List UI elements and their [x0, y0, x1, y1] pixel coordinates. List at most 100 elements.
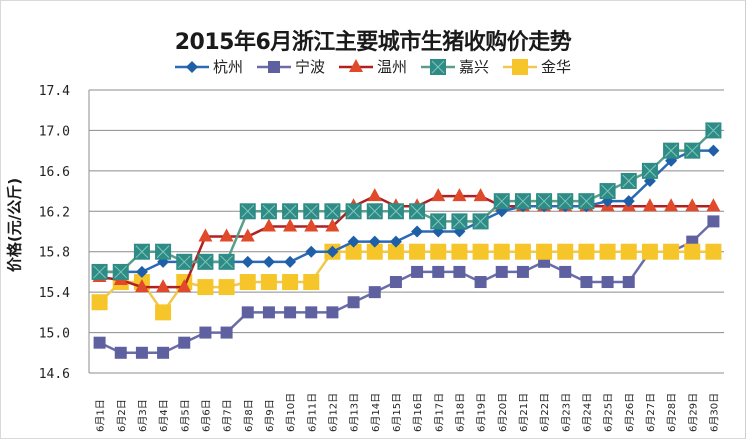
data-point: [557, 243, 574, 260]
data-point-cross: [664, 144, 678, 157]
data-point: [601, 276, 614, 289]
data-point: [347, 235, 360, 248]
legend-label: 金华: [541, 58, 572, 76]
data-point: [260, 274, 277, 291]
data-point-cross: [326, 204, 339, 218]
data-point: [641, 243, 658, 260]
y-tick-label: 15.8: [39, 246, 70, 261]
x-tick-label: 6月29日: [687, 393, 699, 432]
data-point-cross: [707, 124, 720, 137]
x-tick-label: 6月10日: [285, 393, 297, 432]
data-point-cross: [431, 60, 445, 73]
data-point: [664, 198, 679, 212]
legend-label: 杭州: [212, 58, 243, 76]
data-point: [389, 235, 402, 248]
data-point: [472, 243, 489, 260]
data-point: [557, 193, 574, 210]
data-point-cross: [368, 204, 382, 218]
data-point-cross: [156, 245, 170, 259]
data-point: [133, 243, 150, 260]
y-tick-label: 17.4: [39, 84, 70, 99]
data-point: [178, 336, 191, 349]
data-point: [325, 218, 340, 232]
data-point: [347, 296, 360, 309]
x-tick-label: 6月16日: [412, 393, 424, 432]
x-tick-label: 6月9日: [264, 399, 276, 432]
data-point: [262, 306, 275, 319]
data-point: [219, 228, 234, 242]
data-point: [197, 279, 214, 296]
data-point: [305, 306, 318, 319]
data-point: [452, 188, 467, 202]
data-point: [387, 203, 404, 220]
data-point: [536, 243, 553, 260]
x-tick-label: 6月7日: [222, 399, 234, 432]
data-point: [707, 144, 720, 157]
data-point: [284, 255, 297, 268]
data-point: [282, 274, 299, 291]
data-point: [304, 218, 319, 232]
data-point: [93, 336, 106, 349]
data-point: [241, 306, 254, 319]
data-point: [91, 294, 108, 311]
data-point-cross: [622, 174, 636, 188]
data-point-cross: [601, 184, 614, 198]
data-point: [239, 274, 256, 291]
data-point: [620, 172, 637, 189]
chart-title: 2015年6月浙江主要城市生猪收购价走势: [174, 30, 572, 55]
data-point-cross: [262, 204, 276, 218]
data-point: [284, 306, 297, 319]
x-tick-label: 6月22日: [539, 393, 551, 432]
data-point: [261, 218, 276, 232]
data-point: [345, 203, 362, 220]
data-point: [197, 253, 214, 270]
x-tick-label: 6月6日: [200, 399, 212, 432]
data-point: [707, 215, 720, 228]
data-point: [366, 203, 383, 220]
data-point-cross: [135, 245, 149, 259]
data-point: [348, 58, 363, 72]
data-point-cross: [93, 265, 106, 279]
data-point: [706, 198, 721, 212]
data-point: [114, 346, 127, 359]
data-point: [705, 243, 722, 260]
x-tick-label: 6月5日: [179, 399, 191, 432]
data-point: [620, 243, 637, 260]
x-tick-label: 6月14日: [370, 393, 382, 432]
data-point: [282, 203, 299, 220]
x-tick-label: 6月30日: [708, 393, 720, 432]
data-point: [366, 243, 383, 260]
x-tick-label: 6月23日: [560, 393, 572, 432]
legend-item: 杭州: [174, 56, 243, 77]
legend: 杭州 宁波 温州 嘉兴 金华: [0, 56, 746, 77]
data-point: [367, 188, 382, 202]
data-point: [220, 326, 233, 339]
data-point: [303, 274, 320, 291]
x-tick-label: 6月12日: [327, 393, 339, 432]
x-tick-label: 6月27日: [645, 393, 657, 432]
data-point: [622, 276, 635, 289]
x-tick-label: 6月4日: [158, 399, 170, 432]
y-tick-label: 16.2: [39, 205, 70, 220]
data-point: [493, 243, 510, 260]
data-point: [599, 243, 616, 260]
data-point: [218, 279, 235, 296]
data-point: [578, 193, 595, 210]
data-point: [430, 213, 447, 230]
y-tick-label: 16.6: [39, 165, 70, 180]
data-point: [387, 243, 404, 260]
x-tick-label: 6月13日: [349, 393, 361, 432]
data-point: [260, 203, 277, 220]
data-point: [135, 346, 148, 359]
data-point-cross: [558, 194, 572, 208]
legend-item: 宁波: [256, 56, 325, 77]
data-point: [580, 276, 593, 289]
data-point: [409, 243, 426, 260]
data-point: [389, 276, 402, 289]
data-point-cross: [495, 194, 509, 208]
legend-swatch: [256, 60, 291, 73]
x-tick-label: 6月1日: [95, 399, 107, 432]
data-point-cross: [431, 215, 445, 228]
x-tick-label: 6月8日: [243, 399, 255, 432]
